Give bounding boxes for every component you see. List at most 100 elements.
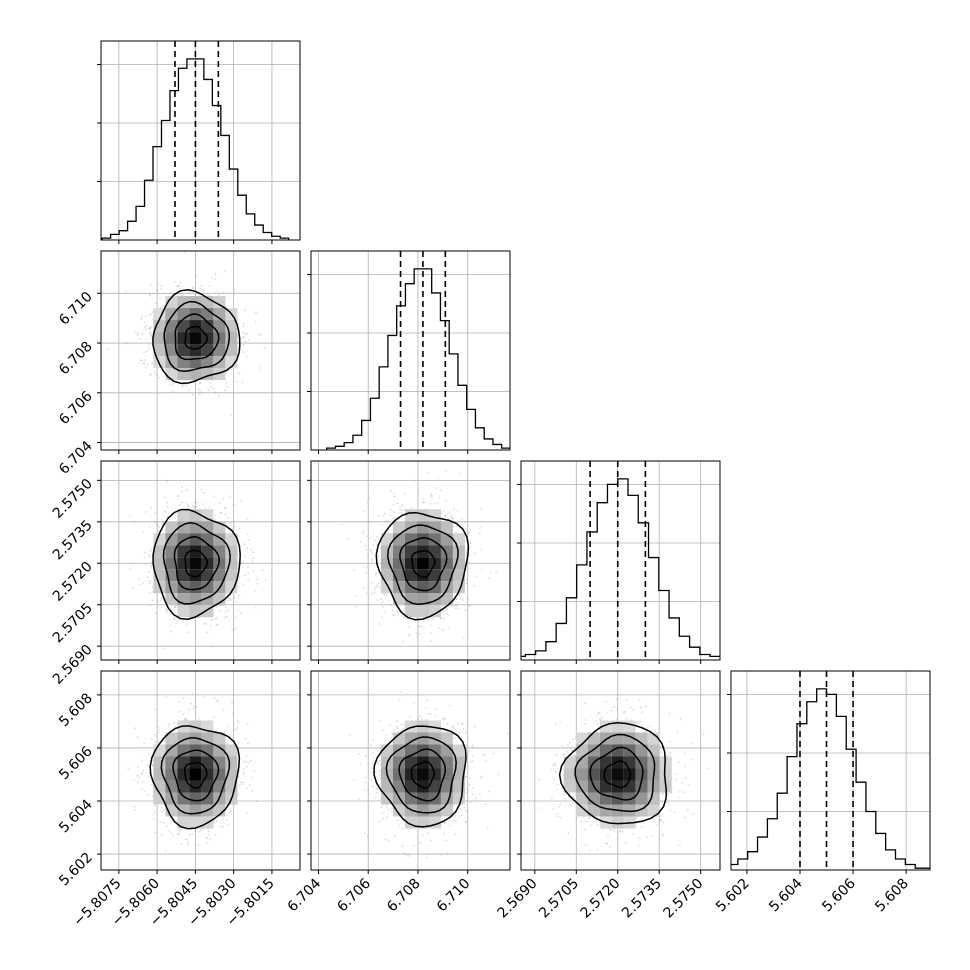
scatter-point	[360, 541, 362, 543]
scatter-point	[134, 330, 137, 333]
scatter-point	[410, 506, 413, 509]
scatter-point	[490, 571, 493, 574]
scatter-point	[463, 806, 466, 809]
scatter-point	[632, 709, 634, 711]
scatter-point	[243, 543, 246, 545]
scatter-point	[556, 767, 559, 770]
scatter-point	[361, 532, 364, 535]
scatter-point	[430, 493, 433, 496]
scatter-point	[134, 727, 136, 730]
contour-level	[410, 761, 435, 789]
contour-level	[160, 737, 231, 815]
density-cell	[189, 533, 202, 546]
scatter-point	[402, 641, 404, 643]
density-cell	[392, 804, 405, 817]
scatter-point	[396, 720, 398, 723]
scatter-point	[460, 518, 463, 521]
scatter-point	[242, 336, 245, 339]
scatter-point	[181, 385, 184, 388]
scatter-point	[475, 796, 478, 799]
scatter-point	[237, 586, 240, 588]
density-cell	[177, 320, 190, 333]
density-cell	[225, 332, 238, 345]
scatter-point	[372, 785, 375, 788]
scatter-point	[244, 754, 247, 757]
scatter-point	[238, 784, 241, 786]
scatter-point	[159, 821, 162, 824]
scatter-point	[149, 332, 152, 335]
scatter-point	[365, 571, 368, 574]
scatter-point	[165, 608, 168, 611]
scatter-point	[675, 778, 678, 781]
scatter-point	[437, 477, 439, 480]
scatter-point	[227, 609, 230, 612]
scatter-point	[484, 802, 487, 805]
scatter-point	[169, 624, 172, 627]
scatter-point	[683, 765, 686, 768]
scatter-point	[572, 754, 575, 757]
scatter-point	[452, 819, 455, 822]
histogram-panel-4-inner	[731, 671, 930, 870]
scatter-point	[362, 587, 365, 590]
density-cell	[647, 732, 660, 745]
scatter-point	[239, 348, 242, 351]
scatter-point	[238, 372, 241, 375]
scatter-point	[150, 566, 153, 569]
scatter-panel-2-1-inner	[101, 251, 300, 450]
scatter-point	[464, 527, 467, 530]
scatter-point	[194, 829, 197, 832]
scatter-panel-3-1-inner	[101, 461, 300, 660]
density-cell	[165, 768, 178, 781]
scatter-point	[377, 514, 380, 517]
contour-level	[172, 749, 220, 802]
scatter-point	[161, 520, 164, 522]
scatter-point	[537, 778, 540, 781]
scatter-point	[571, 749, 573, 752]
scatter-point	[471, 760, 474, 762]
density-cell	[416, 581, 429, 594]
density-cell	[440, 593, 453, 606]
scatter-point	[434, 715, 437, 718]
density-cell	[440, 545, 453, 558]
scatter-point	[455, 525, 458, 528]
scatter-point	[373, 588, 376, 591]
scatter-point	[242, 584, 245, 586]
density-cell	[213, 368, 226, 381]
scatter-panel-4-3	[521, 671, 720, 870]
scatter-point	[227, 824, 230, 827]
scatter-point	[151, 599, 154, 602]
scatter-point	[429, 503, 432, 505]
scatter-point	[559, 803, 562, 806]
scatter-point	[238, 786, 241, 789]
scatter-point	[401, 503, 404, 506]
density-cell	[575, 732, 588, 745]
scatter-point	[246, 766, 249, 768]
scatter-point	[464, 540, 467, 542]
scatter-point	[562, 753, 565, 756]
scatter-panel-4-3-inner	[521, 671, 720, 870]
scatter-point	[137, 332, 140, 335]
density-cell	[623, 804, 636, 817]
scatter-point	[140, 759, 143, 762]
scatter-point	[661, 793, 664, 796]
scatter-point	[616, 718, 618, 721]
scatter-point	[225, 295, 228, 297]
scatter-point	[165, 608, 168, 611]
scatter-point	[223, 617, 226, 619]
scatter-point	[214, 391, 217, 394]
scatter-point	[229, 598, 232, 601]
scatter-point	[597, 712, 600, 715]
scatter-point	[449, 516, 452, 519]
scatter-point	[214, 278, 217, 281]
density-cell	[404, 581, 417, 594]
density-cell	[392, 756, 405, 769]
scatter-point	[378, 744, 381, 746]
scatter-point	[448, 627, 451, 630]
scatter-point	[618, 830, 621, 833]
scatter-point	[371, 751, 374, 754]
scatter-point	[684, 816, 687, 819]
scatter-point	[465, 578, 468, 581]
scatter-point	[554, 723, 557, 726]
scatter-point	[210, 386, 213, 388]
